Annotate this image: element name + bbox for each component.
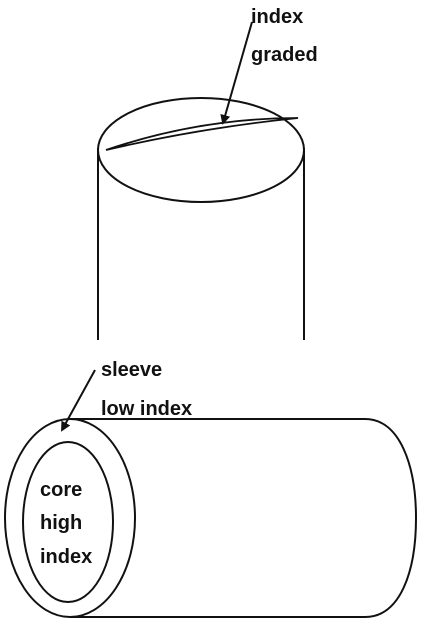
index-graded-pointer-arrow — [220, 21, 253, 125]
fiber-top-face — [97, 97, 305, 203]
label-index: index — [251, 6, 304, 28]
core-cross-section — [22, 441, 114, 603]
label-index-core: index — [40, 546, 93, 568]
label-high: high — [40, 512, 83, 534]
fiber-far-end — [364, 418, 418, 618]
graded-index-fiber — [97, 97, 305, 340]
label-sleeve: sleeve — [101, 359, 163, 381]
sleeve-pointer-arrow — [61, 369, 96, 432]
graded-index-profile — [105, 117, 299, 151]
label-graded: graded — [251, 44, 318, 66]
label-core: core — [40, 479, 83, 501]
label-low-index: low index — [101, 398, 193, 420]
step-index-fiber — [4, 418, 418, 618]
